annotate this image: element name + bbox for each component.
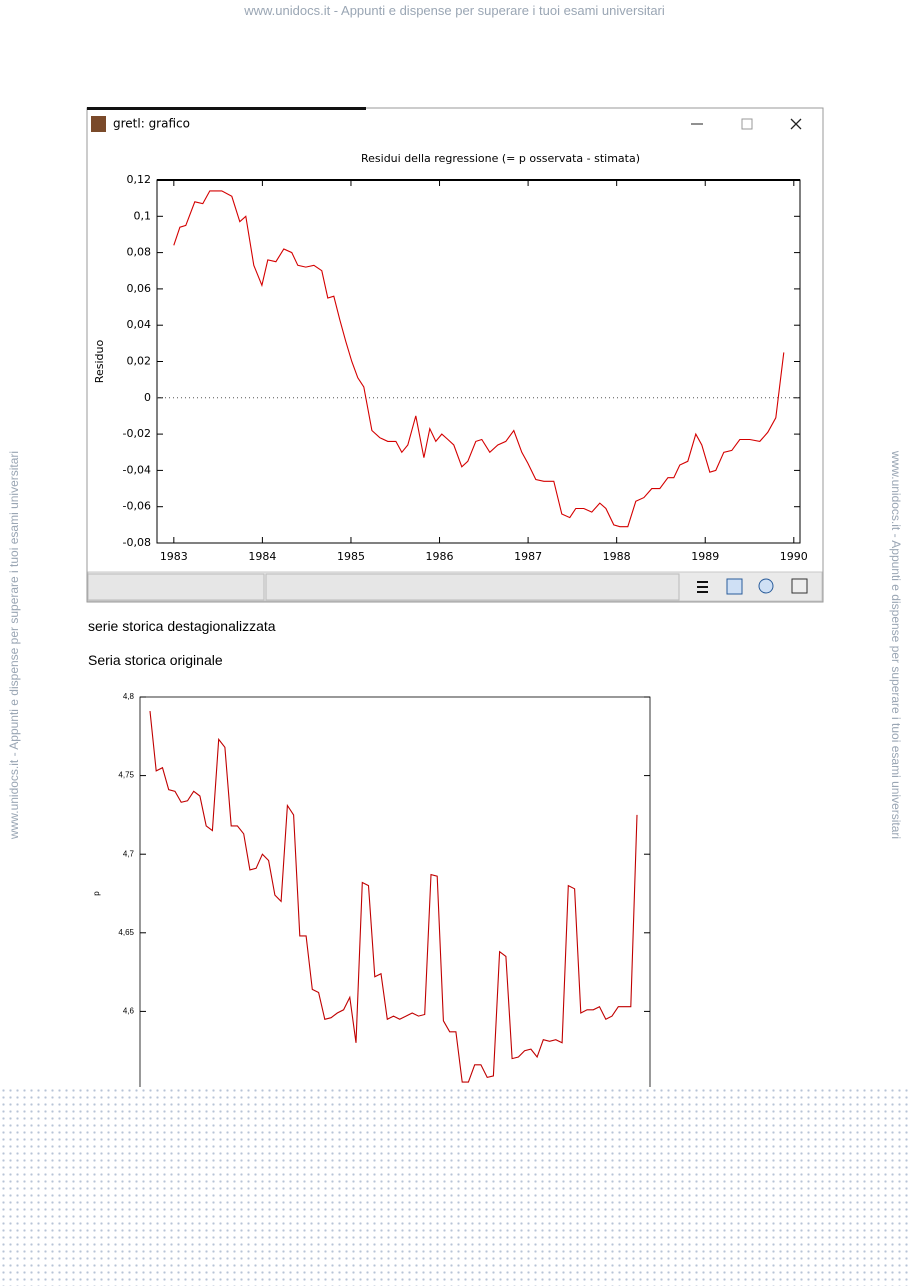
y-tick-label: 4,6	[123, 1007, 135, 1016]
x-tick-label: 1987	[514, 550, 542, 563]
y-tick-label: 0,1	[134, 209, 152, 222]
caption: Seria storica originale	[88, 652, 223, 668]
chart-title: Residui della regressione (= p osservata…	[361, 152, 640, 165]
y-axis-label: p	[92, 891, 101, 896]
plot-area	[156, 179, 801, 544]
window-title: gretl: grafico	[113, 117, 190, 131]
y-axis-label: Residuo	[93, 340, 106, 384]
x-tick-label: 1988	[603, 550, 631, 563]
y-tick-label: 4,65	[118, 928, 134, 937]
x-tick-label: 1986	[426, 550, 454, 563]
maximize-button[interactable]	[741, 118, 753, 130]
x-tick-label: 1983	[160, 550, 188, 563]
x-tick-label: 1989	[691, 550, 719, 563]
status-field	[265, 573, 680, 601]
y-tick-label: 0,02	[127, 355, 152, 368]
caption: serie storica destagionalizzata	[88, 618, 276, 634]
dotted-overlay	[0, 1087, 909, 1286]
fit-button[interactable]	[758, 578, 774, 594]
y-tick-label: 0,12	[127, 173, 152, 186]
y-tick-label: 0,06	[127, 282, 152, 295]
window-button[interactable]	[791, 578, 808, 594]
header-watermark: www.unidocs.it - Appunti e dispense per …	[244, 3, 665, 18]
y-tick-label: 4,7	[123, 849, 135, 858]
y-tick-label: 0	[144, 391, 151, 404]
y-tick-label: -0,04	[123, 463, 151, 476]
y-tick-label: 4,75	[118, 771, 134, 780]
y-tick-label: 0,08	[127, 246, 152, 259]
plot-area	[139, 696, 651, 1091]
x-tick-label: 1984	[248, 550, 276, 563]
menu-button[interactable]	[697, 581, 708, 593]
y-tick-label: -0,02	[123, 427, 151, 440]
y-tick-label: -0,08	[123, 536, 151, 549]
zoom-button[interactable]	[726, 578, 743, 595]
data-line	[149, 711, 638, 1083]
x-tick-label: 1985	[337, 550, 365, 563]
window-accent	[87, 107, 366, 110]
y-tick-label: 4,8	[123, 692, 135, 701]
y-tick-label: 0,04	[127, 318, 152, 331]
close-button[interactable]	[790, 118, 802, 130]
status-field	[87, 573, 265, 601]
x-tick-label: 1990	[780, 550, 808, 563]
app-icon	[91, 116, 106, 132]
y-tick-label: -0,06	[123, 500, 151, 513]
data-line	[173, 190, 785, 528]
